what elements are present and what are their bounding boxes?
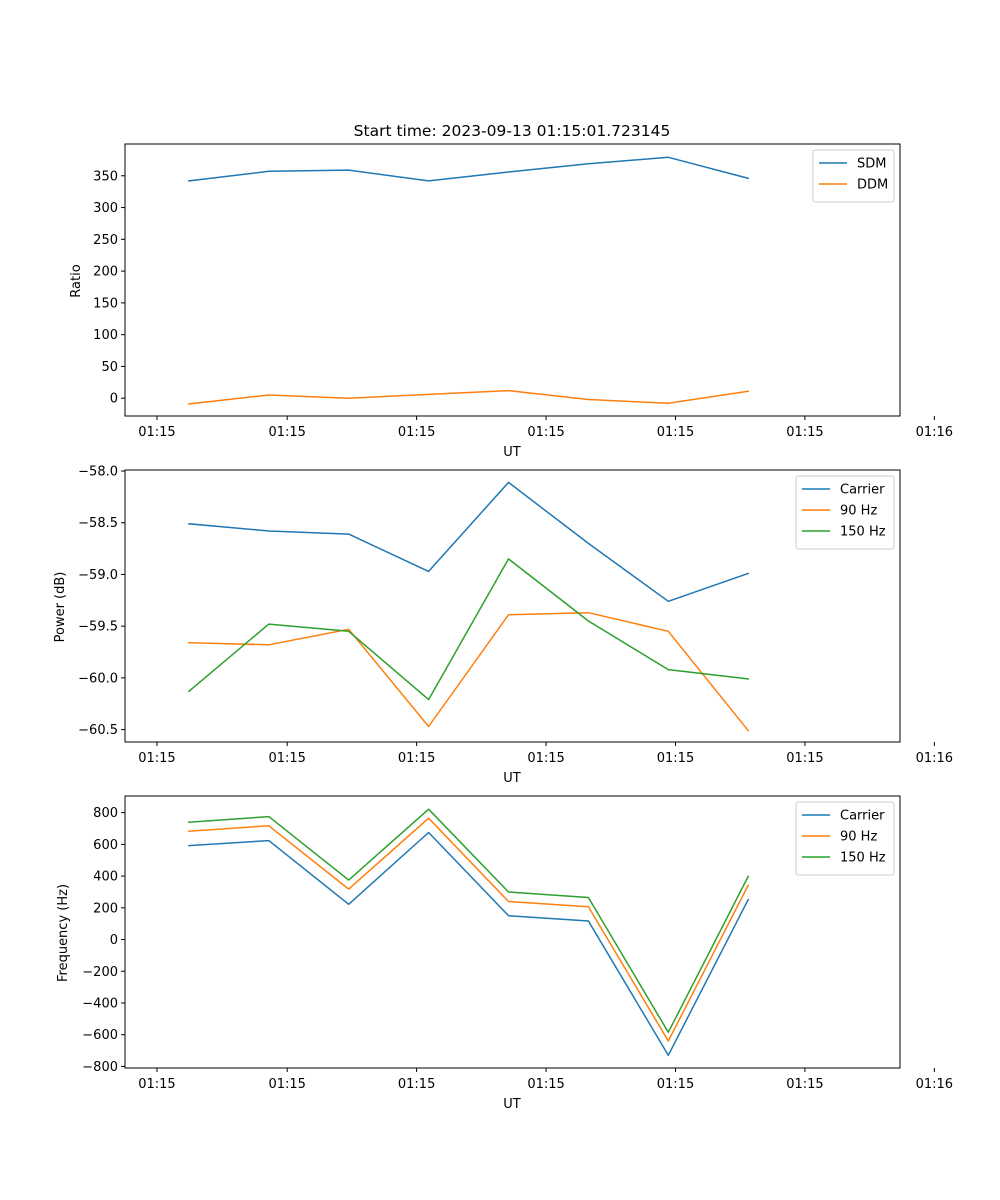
frequency-y-axis-label: Frequency (Hz) — [56, 884, 71, 982]
frequency-legend: Carrier 90 Hz 150 Hz — [795, 801, 895, 876]
ratio-y-tick-label: 300 — [93, 201, 118, 216]
frequency-x-tick-label: 01:15 — [657, 1077, 694, 1092]
frequency-y-tick-label: 400 — [93, 870, 118, 885]
power-x-tick-label: 01:15 — [527, 751, 564, 766]
power-series-150-hz-line — [187, 558, 750, 701]
ratio-y-tick-label: 150 — [93, 296, 118, 311]
ratio-x-tick-label: 01:15 — [527, 425, 564, 440]
power-legend-label: Carrier — [840, 483, 885, 498]
ratio-x-tick-label: 01:15 — [398, 425, 435, 440]
power-y-axis-label: Power (dB) — [53, 572, 68, 643]
frequency-x-tick-label: 01:15 — [138, 1077, 175, 1092]
frequency-x-tick-label: 01:15 — [268, 1077, 305, 1092]
frequency-y-tick-label: −200 — [82, 965, 118, 980]
power-x-tick-label: 01:15 — [657, 751, 694, 766]
ratio-y-tick-label: 100 — [93, 328, 118, 343]
power-legend: Carrier 90 Hz 150 Hz — [795, 475, 895, 550]
power-series-90-hz-line — [188, 611, 750, 732]
frequency-x-tick-label: 01:15 — [786, 1077, 823, 1092]
frequency-y-tick-label: 800 — [93, 806, 118, 821]
ratio-legend: SDM DDM — [812, 149, 895, 203]
power-y-tick-label: −59.0 — [78, 568, 118, 583]
power-legend-label: 150 Hz — [840, 525, 886, 540]
ratio-y-axis-label: Ratio — [69, 264, 84, 297]
frequency-x-axis-label: UT — [503, 1097, 521, 1112]
power-y-tick-label: −60.0 — [78, 671, 118, 686]
power-x-tick-label: 01:15 — [786, 751, 823, 766]
frequency-y-tick-label: 0 — [110, 933, 118, 948]
ratio-legend-label: DDM — [857, 178, 888, 193]
ratio-y-tick-label: 350 — [93, 169, 118, 184]
frequency-plot-area: 01:15 01:15 01:15 01:15 01:15 01:15 01:16 −800 −… — [82, 795, 953, 1092]
power-x-tick-label: 01:15 — [138, 751, 175, 766]
ratio-y-tick-label: 250 — [93, 233, 118, 248]
ratio-series-sdm-line — [188, 156, 750, 182]
frequency-y-tick-label: −400 — [82, 996, 118, 1011]
power-legend-label: 90 Hz — [840, 504, 877, 519]
ratio-series-ddm-line — [188, 389, 750, 405]
frequency-y-tick-label: −800 — [82, 1060, 118, 1075]
ratio-axes-frame — [124, 143, 901, 417]
power-y-tick-label: −58.5 — [78, 516, 118, 531]
frequency-legend-label: 150 Hz — [840, 851, 886, 866]
frequency-series-150-hz-line — [188, 808, 750, 1034]
ratio-legend-label: SDM — [857, 157, 886, 172]
ratio-y-tick-label: 200 — [93, 265, 118, 280]
power-x-tick-label: 01:15 — [268, 751, 305, 766]
ratio-chart-panel: Start time: 2023-09-13 01:15:01.723145 0… — [69, 122, 953, 460]
ratio-x-tick-label: 01:15 — [657, 425, 694, 440]
frequency-legend-label: Carrier — [840, 809, 885, 824]
power-y-tick-label: −58.0 — [78, 465, 118, 480]
frequency-y-tick-label: 200 — [93, 901, 118, 916]
frequency-series-carrier-line — [188, 831, 750, 1057]
ratio-x-tick-label: 01:15 — [268, 425, 305, 440]
ratio-x-tick-label: 01:15 — [786, 425, 823, 440]
ratio-plot-area: 01:15 01:15 01:15 01:15 01:15 01:15 01:16 0 50 10… — [93, 143, 953, 440]
frequency-x-tick-label: 01:15 — [527, 1077, 564, 1092]
ratio-x-tick-label: 01:15 — [138, 425, 175, 440]
frequency-y-tick-label: −600 — [82, 1028, 118, 1043]
frequency-x-tick-label: 01:15 — [398, 1077, 435, 1092]
frequency-legend-label: 90 Hz — [840, 830, 877, 845]
ratio-x-axis-label: UT — [503, 445, 521, 460]
ratio-x-tick-label: 01:16 — [916, 425, 953, 440]
frequency-chart-panel: 01:15 01:15 01:15 01:15 01:15 01:15 01:16 −800 −… — [56, 795, 953, 1112]
frequency-axes-frame — [124, 795, 901, 1069]
power-y-tick-label: −60.5 — [78, 723, 118, 738]
power-series-carrier-line — [188, 481, 750, 603]
ratio-y-tick-label: 0 — [110, 392, 118, 407]
power-x-axis-label: UT — [503, 771, 521, 786]
ratio-y-tick-label: 50 — [101, 360, 118, 375]
power-chart-panel: 01:15 01:15 01:15 01:15 01:15 01:15 01:16 −60.5… — [53, 465, 953, 786]
power-x-tick-label: 01:16 — [916, 751, 953, 766]
power-axes-frame — [124, 469, 901, 743]
power-x-tick-label: 01:15 — [398, 751, 435, 766]
frequency-x-tick-label: 01:16 — [916, 1077, 953, 1092]
frequency-series-90-hz-line — [188, 817, 750, 1042]
power-y-tick-label: −59.5 — [78, 620, 118, 635]
chart-title: Start time: 2023-09-13 01:15:01.723145 — [354, 122, 671, 140]
frequency-y-tick-label: 600 — [93, 838, 118, 853]
power-plot-area: 01:15 01:15 01:15 01:15 01:15 01:15 01:16 −60.5… — [78, 465, 953, 766]
